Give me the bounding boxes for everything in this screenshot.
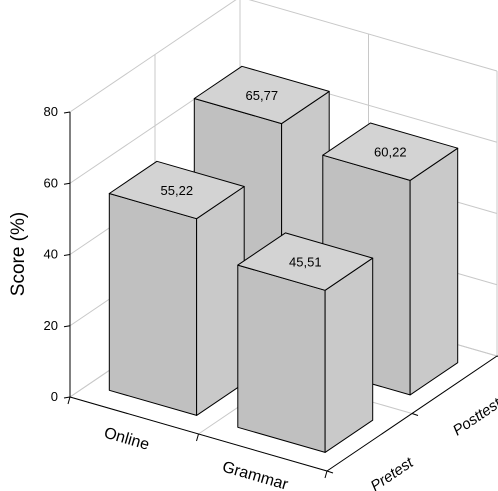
y-tick [63,182,71,185]
bar-top-face [237,232,374,291]
bar-front-face [108,193,198,416]
bar-value-label: 65,77 [246,88,279,103]
y-tick [63,396,71,399]
y-tick-label: 0 [51,389,58,404]
bar-0-1: 45,51 [237,232,374,453]
bar-side-face [409,147,459,396]
y-tick [63,325,71,328]
x-tick [67,396,71,405]
depth-series-label: Pretest [368,454,418,491]
chart-bars: 65,77 60,22 55,22 45,51 [108,65,459,453]
bar-top-face [108,160,245,220]
bar-value-label: 45,51 [289,255,322,270]
y-tick [63,111,71,114]
depth-tick [326,470,334,474]
y-tick-label: 80 [44,104,58,119]
bar-top-face [322,122,459,181]
bar-side-face [324,257,374,453]
y-tick-label: 20 [44,318,58,333]
y-axis-label: Score (%) [8,212,29,296]
x-tick [324,470,328,479]
bar-top-face [193,65,330,125]
depth-tick [411,413,419,416]
bar-0-0: 55,22 [108,160,245,416]
bar-front-face [237,264,326,453]
bar-value-label: 60,22 [374,145,407,160]
y-tick-label: 40 [44,247,58,262]
x-tick [196,433,199,442]
chart-axes [63,111,498,479]
bar-value-label: 55,22 [161,183,194,198]
depth-series-label: Posttest [450,394,498,439]
bar-side-face [196,186,245,416]
y-tick [63,254,71,256]
x-category-label: Online [102,425,151,454]
x-category-label: Grammar [220,459,290,491]
y-tick-label: 60 [44,175,58,190]
